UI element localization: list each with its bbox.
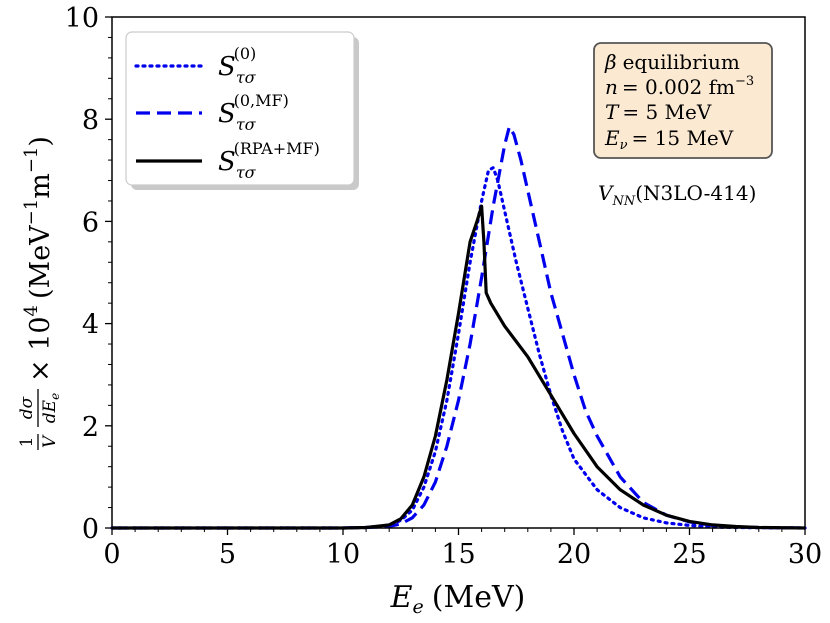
y-label-frac2-num: dσ (17, 396, 37, 419)
legend: Sτσ(0) Sτσ(0,MF) Sτσ(RPA+MF) (125, 31, 359, 190)
x-tick-label-5: 25 (672, 539, 706, 570)
y-tick-label-1: 2 (82, 412, 99, 443)
x-tick-label-4: 20 (557, 539, 591, 570)
y-axis-label: 1 V dσ dEe × 104(MeV−1m−1) (17, 136, 62, 450)
x-axis-label: Ee (MeV) (390, 580, 526, 618)
legend-label-0: Sτσ(0) (218, 44, 257, 87)
x-tick-label-0: 0 (103, 539, 120, 570)
y-label-frac1-den: V (40, 434, 60, 448)
potential-label: VNN(N3LO-414) (598, 181, 756, 209)
conditions-line-2: n = 0.002 fm−3 (605, 74, 754, 99)
tick-layer: 0 5 10 15 20 25 30 0 2 4 6 8 10 (65, 3, 823, 570)
y-label-frac1-num: 1 (17, 437, 37, 448)
y-tick-label-2: 4 (82, 310, 99, 341)
series-line-0 (110, 166, 807, 530)
x-tick-label-6: 30 (788, 539, 822, 570)
y-tick-label-4: 8 (82, 105, 99, 136)
conditions-box-bg (593, 42, 773, 159)
x-tick-label-1: 5 (219, 539, 236, 570)
conditions-line-3: T = 5 MeV (605, 100, 712, 124)
legend-label-2: Sτσ(RPA+MF) (218, 139, 320, 182)
conditions-line-1: β equilibrium (604, 50, 740, 74)
legend-label-1: Sτσ(0,MF) (218, 91, 289, 134)
y-tick-label-5: 10 (65, 3, 99, 34)
conditions-line-4: Eν = 15 MeV (604, 126, 734, 153)
series-line-2 (112, 204, 806, 530)
conditions-box: β equilibrium n = 0.002 fm−3 T = 5 MeV Eν = … (593, 42, 773, 159)
series-line-1 (112, 125, 806, 530)
series-layer (110, 125, 807, 530)
y-label-frac2-den: dEe (40, 393, 62, 423)
y-tick-label-3: 6 (82, 207, 99, 238)
x-tick-label-2: 10 (326, 539, 360, 570)
y-tick-label-0: 0 (82, 514, 99, 545)
y-label-rest: × 104(MeV−1m−1) (21, 136, 56, 382)
x-tick-label-3: 15 (441, 539, 475, 570)
